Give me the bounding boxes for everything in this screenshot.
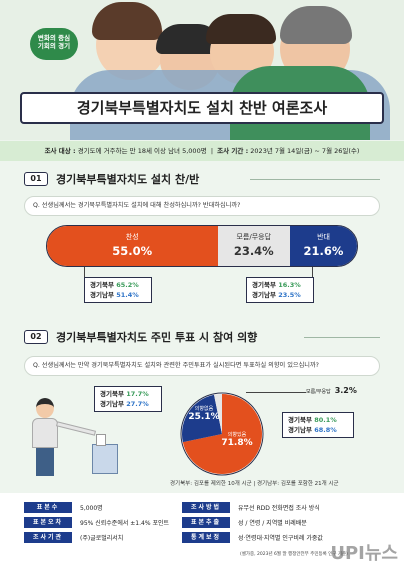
person-illustration xyxy=(92,2,162,40)
ballot-paper xyxy=(96,434,106,446)
agree-south-value: 51.4% xyxy=(116,291,139,299)
pie-dk-value: 3.2% xyxy=(334,386,357,395)
section-2-title: 경기북부특별자치도 주민 투표 시 참여 의향 xyxy=(56,331,258,344)
period-value: 2023년 7월 14일(금) ~ 7월 26일(수) xyxy=(250,147,360,155)
agree-region-callout: 경기북부 65.2% 경기남부 51.4% xyxy=(84,277,152,303)
yes-south-value: 68.8% xyxy=(314,426,337,434)
target-label: 조사 대상 : xyxy=(44,147,76,155)
footer-value: (주)글로벌리서치 xyxy=(80,535,124,542)
badge-line: 기회의 경기 xyxy=(37,41,71,50)
pie-slice-intent xyxy=(182,394,262,474)
pie-svg xyxy=(180,392,264,476)
connector-line xyxy=(84,267,85,279)
footer-value: 유무선 RDD 전화면접 조사 방식 xyxy=(238,505,320,512)
no-north-label: 경기북부 xyxy=(100,390,124,398)
section-1-title: 경기북부특별자치도 설치 찬/반 xyxy=(56,173,200,186)
divider xyxy=(250,179,380,180)
oppose-value: 21.6% xyxy=(303,244,344,258)
publisher-watermark: UPI뉴스 xyxy=(330,543,398,564)
pie-dk-label: 모름/무응답 xyxy=(306,389,331,395)
dk-segment: 모름/무응답 23.4% xyxy=(217,226,291,266)
intent-label-group: 의향있음 71.8% xyxy=(214,432,260,449)
divider xyxy=(304,337,380,338)
footer-row: 표본추출 성 / 연령 / 지역별 비례배분 xyxy=(182,517,307,528)
voter-illustration xyxy=(30,398,120,478)
region-definition-note: 경기북부: 김포를 제외한 10개 시군 | 경기남부: 김포를 포함한 21개… xyxy=(170,481,339,487)
dk-value: 23.4% xyxy=(233,244,274,258)
no-intent-label-group: 의향없음 25.1% xyxy=(184,406,224,423)
yes-south-label: 경기남부 xyxy=(288,426,312,434)
dk-callout: 모름/무응답 3.2% xyxy=(306,386,357,395)
voter-head xyxy=(36,398,54,418)
footer-tag: 통계보정 xyxy=(182,532,230,543)
intent-pie-chart: 의향없음 25.1% 의향있음 71.8% xyxy=(180,392,264,476)
footer-row: 통계보정 성·연령대·지역별 인구비례 가중값 xyxy=(182,532,323,543)
no-intent-label: 의향없음 xyxy=(194,406,214,412)
agree-north-value: 65.2% xyxy=(116,281,139,289)
intent-label: 의향있음 xyxy=(227,432,247,438)
intent-region-callout: 경기북부 80.1% 경기남부 68.8% xyxy=(282,412,354,438)
agree-label: 찬성 xyxy=(125,233,139,241)
yes-north-value: 80.1% xyxy=(314,416,337,424)
footer-row: 조사기관 (주)글로벌리서치 xyxy=(24,532,123,543)
campaign-badge: 변화의 중심 기회의 경기 xyxy=(30,28,78,60)
intent-value: 71.8% xyxy=(221,438,253,448)
pie-slice-no-intent xyxy=(182,394,222,443)
connector-line xyxy=(312,267,313,279)
section-1-header: 01 경기북부특별자치도 설치 찬/반 xyxy=(24,170,199,188)
footer-row: 표본오차 95% 신뢰수준에서 ±1.4% 포인트 xyxy=(24,517,169,528)
dk-leader-line xyxy=(246,392,306,393)
section-1-question: Q. 선생님께서는 경기북부특별자치도 설치에 대해 찬성하십니까? 반대하십니… xyxy=(24,196,380,216)
section-2-header: 02 경기북부특별자치도 주민 투표 시 참여 의향 xyxy=(24,328,257,346)
footer-value: 5,000명 xyxy=(80,505,103,512)
footer-row: 표본수 5,000명 xyxy=(24,502,103,513)
agree-north-label: 경기북부 xyxy=(90,281,114,289)
oppose-segment: 반대 21.6% xyxy=(290,226,357,266)
oppose-label: 반대 xyxy=(317,233,330,241)
agree-value: 55.0% xyxy=(112,244,153,258)
section-1-number: 01 xyxy=(24,172,48,186)
hero-illustration: 변화의 중심 기회의 경기 경기북부특별자치도 설치 찬반 여론조사 xyxy=(0,0,404,140)
stance-bar: 찬성 55.0% 모름/무응답 23.4% 반대 21.6% xyxy=(46,225,358,267)
yes-north-label: 경기북부 xyxy=(288,416,312,424)
section-2-question: Q. 선생님께서는 만약 경기북부특별자치도 설치와 관련한 주민투표가 실시된… xyxy=(24,356,380,376)
footer-tag: 조사방법 xyxy=(182,502,230,513)
no-south-label: 경기남부 xyxy=(100,400,124,408)
oppose-north-label: 경기북부 xyxy=(252,281,276,289)
footer-value: 성 / 연령 / 지역별 비례배분 xyxy=(238,520,307,527)
person-illustration xyxy=(206,14,276,44)
voter-body xyxy=(32,418,58,448)
footer-value: 95% 신뢰수준에서 ±1.4% 포인트 xyxy=(80,520,170,527)
voter-arm xyxy=(55,421,97,436)
footer-tag: 표본오차 xyxy=(24,517,72,528)
footer-value: 성·연령대·지역별 인구비례 가중값 xyxy=(238,535,323,542)
agree-south-label: 경기남부 xyxy=(90,291,114,299)
person-illustration xyxy=(280,6,352,44)
footer-row: 조사방법 유무선 RDD 전화면접 조사 방식 xyxy=(182,502,320,513)
page-title: 경기북부특별자치도 설치 찬반 여론조사 xyxy=(20,92,384,124)
footer-tag: 조사기관 xyxy=(24,532,72,543)
footer-tag: 표본추출 xyxy=(182,517,230,528)
oppose-north-value: 16.3% xyxy=(278,281,301,289)
dk-label: 모름/무응답 xyxy=(236,233,272,241)
oppose-south-value: 23.5% xyxy=(278,291,301,299)
footer-tag: 표본수 xyxy=(24,502,72,513)
weighting-note: (셀가중, 2023년 6월 말 행정안전부 주민등록 인구 기준) xyxy=(240,552,348,557)
no-intent-region-callout: 경기북부 17.7% 경기남부 27.7% xyxy=(94,386,162,412)
badge-line: 변화의 중심 xyxy=(37,34,71,42)
voter-legs xyxy=(36,448,54,476)
section-2-number: 02 xyxy=(24,330,48,344)
ballot-box xyxy=(92,444,118,474)
oppose-south-label: 경기남부 xyxy=(252,291,276,299)
survey-info-bar: 조사 대상 : 경기도에 거주하는 만 18세 이상 남녀 5,000명 | 조… xyxy=(0,141,404,161)
oppose-region-callout: 경기북부 16.3% 경기남부 23.5% xyxy=(246,277,314,303)
period-label: 조사 기간 : xyxy=(217,147,249,155)
pie-slice-dk xyxy=(214,394,222,434)
target-value: 경기도에 거주하는 만 18세 이상 남녀 5,000명 xyxy=(77,147,207,155)
no-south-value: 27.7% xyxy=(126,400,149,408)
no-north-value: 17.7% xyxy=(126,390,149,398)
no-intent-value: 25.1% xyxy=(188,412,220,422)
agree-segment: 찬성 55.0% xyxy=(47,226,218,266)
